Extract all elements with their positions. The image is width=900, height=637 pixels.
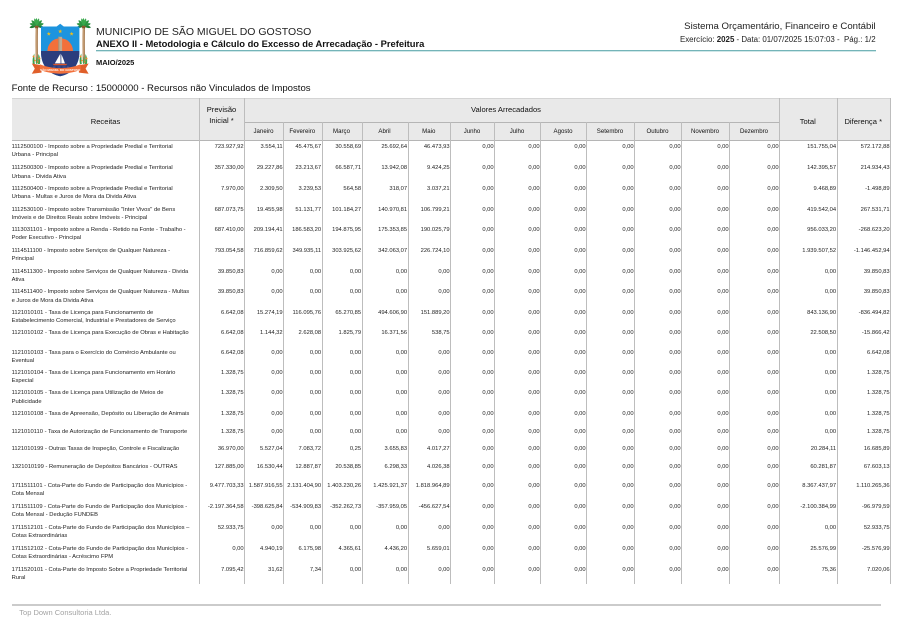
svg-text:SÃO MIGUEL DO GOSTOSO: SÃO MIGUEL DO GOSTOSO (40, 67, 81, 72)
